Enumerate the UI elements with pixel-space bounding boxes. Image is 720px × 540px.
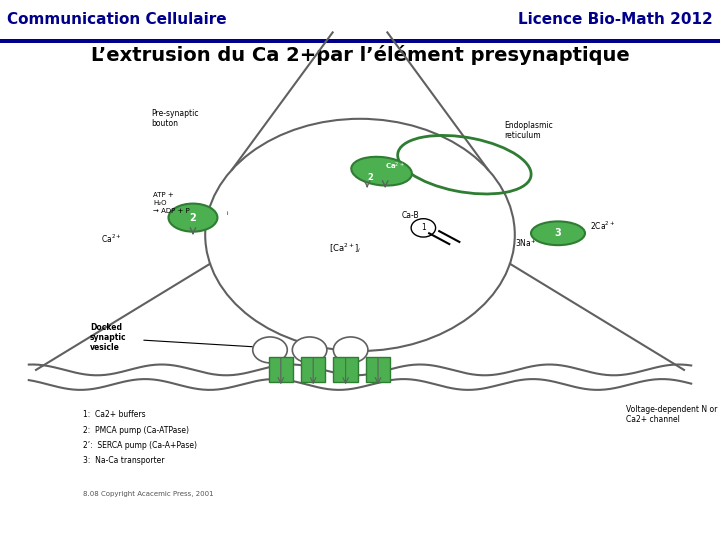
Text: [Ca$^{2+}$]$_i$: [Ca$^{2+}$]$_i$ — [329, 241, 362, 255]
Circle shape — [292, 337, 327, 363]
Text: 1:  Ca2+ buffers: 1: Ca2+ buffers — [83, 410, 145, 420]
Bar — [366, 357, 390, 382]
Circle shape — [333, 337, 368, 363]
Text: Pre-synaptic
bouton: Pre-synaptic bouton — [151, 109, 199, 129]
Bar — [333, 357, 358, 382]
Text: Ca$^{2+}$: Ca$^{2+}$ — [384, 161, 405, 172]
Text: 3Na$^{+}$: 3Na$^{+}$ — [515, 237, 536, 249]
Text: Voltage-dependent N or P/Q
Ca2+ channel: Voltage-dependent N or P/Q Ca2+ channel — [626, 405, 720, 424]
Text: 3: 3 — [554, 228, 562, 238]
Bar — [301, 357, 325, 382]
Text: Docked
synaptic
vesicle: Docked synaptic vesicle — [90, 322, 127, 353]
Text: 2:  PMCA pump (Ca-ATPase): 2: PMCA pump (Ca-ATPase) — [83, 426, 189, 435]
Text: Ca-B: Ca-B — [402, 212, 419, 220]
Text: Communication Cellulaire: Communication Cellulaire — [7, 12, 227, 28]
Ellipse shape — [531, 221, 585, 245]
Text: Licence Bio-Math 2012: Licence Bio-Math 2012 — [518, 12, 713, 28]
Text: i: i — [226, 211, 228, 217]
Bar — [0, 0, 720, 40]
Text: Endoplasmic
reticulum: Endoplasmic reticulum — [504, 121, 553, 140]
Text: 1: 1 — [421, 224, 426, 232]
Text: 2: 2 — [189, 213, 197, 222]
Ellipse shape — [351, 157, 412, 186]
Text: 3:  Na-Ca transporter: 3: Na-Ca transporter — [83, 456, 164, 465]
Ellipse shape — [168, 204, 217, 232]
Text: 2Ca$^{2+}$: 2Ca$^{2+}$ — [590, 220, 616, 232]
Circle shape — [253, 337, 287, 363]
Text: 2: 2 — [368, 173, 374, 181]
Bar — [269, 357, 293, 382]
Text: ATP +: ATP + — [153, 192, 174, 199]
Bar — [0, 39, 720, 43]
Text: 8.08 Copyright Acacemic Press, 2001: 8.08 Copyright Acacemic Press, 2001 — [83, 491, 213, 497]
Text: 2’:  SERCA pump (Ca-A+Pase): 2’: SERCA pump (Ca-A+Pase) — [83, 441, 197, 450]
Text: L’extrusion du Ca 2+par l’élément presynaptique: L’extrusion du Ca 2+par l’élément presyn… — [91, 45, 629, 65]
Text: → ADP + P: → ADP + P — [153, 207, 190, 214]
Text: Ca$^{2+}$: Ca$^{2+}$ — [102, 233, 122, 245]
Text: H₂O: H₂O — [153, 200, 167, 206]
